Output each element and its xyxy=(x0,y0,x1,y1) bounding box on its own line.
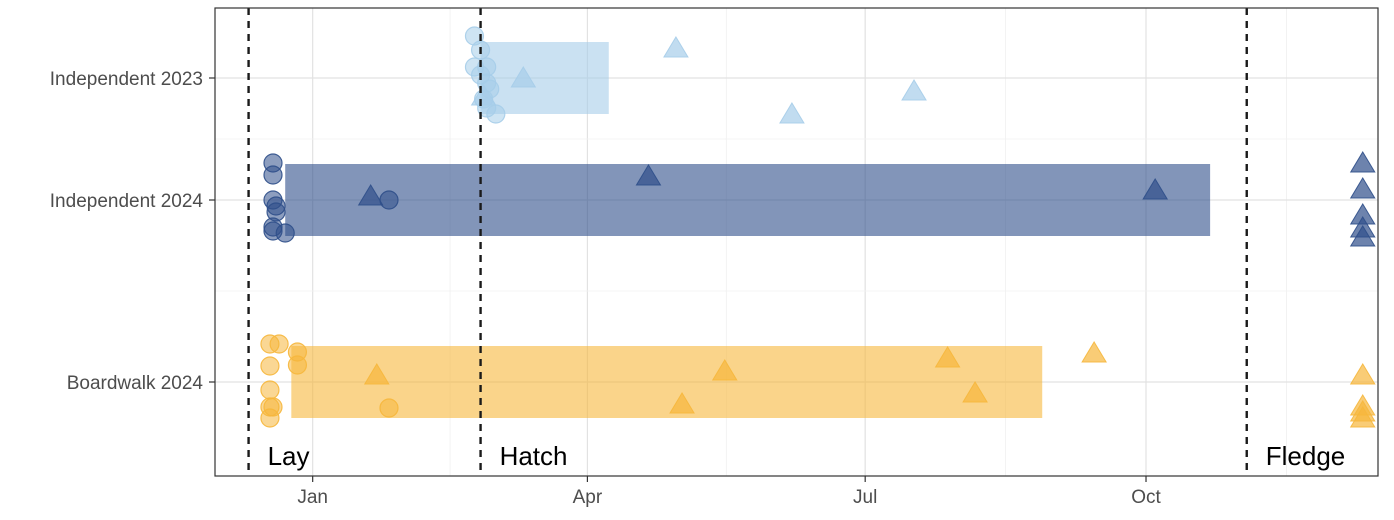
x-tick-label: Jul xyxy=(853,487,877,508)
range-bar-independent-2023 xyxy=(480,42,609,114)
point-triangle-independent-2023 xyxy=(779,102,805,124)
point-triangle-independent-2024 xyxy=(1349,151,1376,173)
point-triangle-boardwalk-2024 xyxy=(1081,341,1108,363)
point-circle-independent-2024 xyxy=(263,165,283,185)
point-triangle-independent-2023 xyxy=(470,84,497,106)
point-triangle-independent-2023 xyxy=(663,36,689,58)
point-triangle-boardwalk-2024 xyxy=(669,392,695,414)
point-circle-independent-2023 xyxy=(486,104,506,124)
y-tick-label: Independent 2023 xyxy=(50,69,203,90)
point-triangle-independent-2024 xyxy=(357,184,384,206)
point-triangle-boardwalk-2024 xyxy=(934,346,961,368)
point-circle-boardwalk-2024 xyxy=(260,380,280,400)
point-circle-boardwalk-2024 xyxy=(269,334,289,354)
x-tick-label: Jan xyxy=(297,487,328,508)
point-circle-independent-2024 xyxy=(275,223,295,243)
point-triangle-independent-2024 xyxy=(1349,225,1376,247)
x-tick-label: Apr xyxy=(573,487,603,508)
point-triangle-boardwalk-2024 xyxy=(1349,363,1376,385)
range-bar-boardwalk-2024 xyxy=(291,346,1043,418)
point-triangle-independent-2024 xyxy=(635,164,662,186)
axis-layer: Jan Apr Jul Oct Independent 2023 Independent … xyxy=(50,69,1162,508)
point-triangle-boardwalk-2024 xyxy=(962,381,988,403)
point-triangle-independent-2024 xyxy=(1142,178,1169,200)
point-triangle-boardwalk-2024 xyxy=(1349,406,1376,428)
point-circle-boardwalk-2024 xyxy=(379,398,399,418)
point-circle-boardwalk-2024 xyxy=(260,356,280,376)
event-label-lay: Lay xyxy=(268,441,310,471)
event-label-fledge: Fledge xyxy=(1266,441,1346,471)
point-triangle-independent-2023 xyxy=(901,79,927,101)
range-bar-independent-2024 xyxy=(285,164,1211,236)
y-tick-label: Independent 2024 xyxy=(50,191,204,212)
event-line-layer: Lay Hatch Fledge xyxy=(247,8,1346,476)
x-tick-label: Oct xyxy=(1131,487,1161,508)
point-circle-boardwalk-2024 xyxy=(260,408,280,428)
plot-border xyxy=(214,7,1379,477)
range-bar-layer xyxy=(285,42,1211,418)
point-triangle-boardwalk-2024 xyxy=(363,363,390,385)
point-layer xyxy=(260,26,1376,428)
y-tick-label: Boardwalk 2024 xyxy=(67,373,204,394)
point-triangle-independent-2023 xyxy=(510,66,537,88)
point-circle-boardwalk-2024 xyxy=(287,355,308,375)
point-circle-independent-2024 xyxy=(379,190,399,210)
point-triangle-boardwalk-2024 xyxy=(711,359,738,381)
point-triangle-independent-2024 xyxy=(1349,177,1376,199)
event-label-hatch: Hatch xyxy=(500,441,568,471)
